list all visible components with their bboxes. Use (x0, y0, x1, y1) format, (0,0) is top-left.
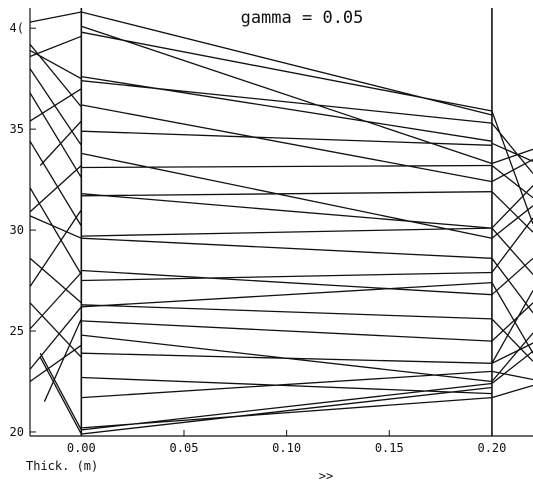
series-line-7 (81, 334, 492, 383)
series-line-19 (81, 130, 492, 146)
series-line-13 (81, 237, 492, 259)
y-tick-label: 4( (10, 21, 24, 35)
series-line-44 (491, 142, 533, 162)
series-line-18 (81, 152, 493, 239)
series-line-14 (81, 227, 492, 237)
series-layer (29, 11, 533, 435)
series-line-43 (29, 344, 82, 383)
series-line-35 (29, 272, 82, 330)
x-tick-label: 0.15 (375, 441, 404, 455)
series-line-34 (29, 209, 82, 287)
series-line-8 (81, 320, 492, 342)
series-line-59 (491, 110, 533, 225)
series-line-46 (491, 191, 533, 233)
series-line-9 (81, 304, 492, 320)
series-line-5 (81, 376, 492, 395)
series-line-22 (81, 75, 493, 142)
series-line-56 (491, 302, 533, 342)
series-line-28 (29, 302, 82, 358)
series-line-33 (29, 165, 82, 213)
series-line-11 (81, 271, 492, 282)
y-tick-label: 20 (10, 425, 24, 439)
x-tick-label: 0.05 (170, 441, 199, 455)
series-line-24 (81, 25, 493, 165)
series-line-61 (491, 290, 533, 364)
y-tick-label: 35 (10, 122, 24, 136)
x-tick-label: 0.00 (67, 441, 96, 455)
ticks-layer: 0.00 0.05 0.10 0.15 0.20 20 25 30 35 4( (10, 21, 507, 455)
series-line-26 (29, 215, 82, 239)
series-line-31 (29, 88, 82, 122)
series-line-37 (29, 92, 82, 178)
series-line-60 (491, 217, 533, 273)
series-line-16 (81, 193, 492, 229)
chart-title: gamma = 0.05 (241, 8, 364, 28)
series-line-20 (81, 104, 493, 183)
axes-layer (29, 8, 533, 437)
series-line-42 (43, 318, 82, 402)
series-line-2 (39, 350, 533, 431)
series-line-39 (29, 187, 82, 275)
series-line-29 (29, 35, 82, 58)
series-line-15 (81, 191, 492, 197)
series-line-49 (491, 282, 533, 354)
series-line-57 (491, 332, 533, 382)
series-line-3 (81, 384, 533, 429)
series-line-55 (491, 257, 533, 296)
x-axis-label: Thick. (m) (26, 459, 98, 473)
series-line-48 (491, 257, 533, 314)
series-line-27 (29, 257, 82, 304)
series-line-54 (491, 205, 533, 239)
series-line-53 (491, 185, 533, 229)
series-line-36 (29, 306, 82, 370)
series-line-4 (81, 370, 533, 399)
series-line-38 (29, 140, 82, 227)
series-line-47 (491, 227, 533, 275)
series-line-40 (29, 68, 82, 146)
series-line-41 (29, 43, 82, 108)
y-tick-label: 25 (10, 324, 24, 338)
y-tick-label: 30 (10, 223, 24, 237)
series-line-52 (491, 158, 533, 183)
series-line-50 (491, 318, 533, 362)
footer-marker: >> (319, 469, 333, 483)
series-line-12 (81, 269, 492, 296)
x-tick-label: 0.10 (272, 441, 301, 455)
series-line-51 (491, 148, 533, 165)
x-tick-label: 0.20 (477, 441, 506, 455)
series-line-10 (81, 281, 492, 308)
